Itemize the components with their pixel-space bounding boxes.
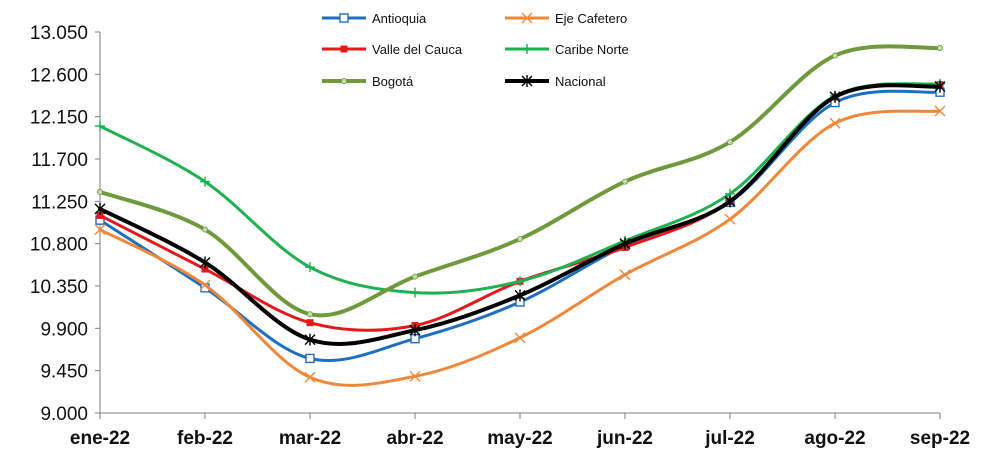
data-point [94, 202, 106, 215]
data-point [937, 44, 944, 51]
data-point [411, 273, 418, 280]
data-point [305, 353, 315, 364]
data-point [724, 195, 736, 208]
x-tick-label: jul-22 [704, 428, 755, 449]
data-point [200, 176, 210, 187]
x-axis: ene-22 feb-22 mar-22 abr-22 may-22 jun-22 jul-… [70, 412, 970, 449]
data-point [622, 178, 629, 185]
data-point [724, 213, 736, 225]
y-tick-label: 10.350 [30, 277, 88, 298]
x-tick-label: mar-22 [279, 428, 341, 449]
legend-label: Caribe Norte [555, 42, 629, 57]
series-antioquia [95, 87, 945, 364]
data-point [515, 276, 525, 287]
x-tick-label: ene-22 [70, 428, 130, 449]
data-point [95, 121, 105, 132]
data-point [96, 211, 104, 219]
x-tick-label: abr-22 [386, 428, 443, 449]
series-line-antioquia [98, 89, 942, 363]
legend-label: Eje Cafetero [555, 11, 627, 26]
x-tick-label: may-22 [487, 428, 553, 449]
x-tick-label: ago-22 [804, 428, 865, 449]
data-point [934, 80, 946, 93]
series-bogota [97, 44, 944, 318]
data-point [201, 265, 209, 273]
y-tick-label: 12.600 [30, 65, 88, 86]
y-tick-label: 12.150 [30, 108, 88, 129]
data-point [199, 256, 211, 269]
legend-item-bogota: Bogotá [322, 74, 414, 89]
series-nacional [94, 80, 946, 346]
data-point [619, 237, 631, 250]
series-line-eje-cafetero [98, 109, 942, 387]
legend-label: Nacional [555, 74, 606, 89]
data-point [201, 226, 208, 233]
data-point [522, 44, 532, 54]
data-point [409, 324, 421, 337]
y-tick-label: 11.700 [31, 150, 88, 171]
legend-item-antioquia: Antioquia [322, 11, 427, 26]
legend-item-nacional: Nacional [505, 74, 606, 89]
data-point [514, 289, 526, 302]
legend-item-caribe-norte: Caribe Norte [505, 42, 629, 57]
x-tick-label: sep-22 [910, 428, 970, 449]
data-point [305, 262, 315, 273]
legend-item-valle-del-cauca: Valle del Cauca [322, 42, 463, 57]
data-point [97, 188, 104, 195]
x-tick-label: jun-22 [596, 428, 653, 449]
x-tick-label: feb-22 [177, 428, 233, 449]
data-point [934, 105, 946, 117]
legend-label: Bogotá [372, 74, 414, 89]
data-point [304, 333, 316, 346]
data-point [306, 319, 314, 327]
data-point [410, 287, 420, 298]
legend: Antioquia Eje Cafetero Valle del Cauca Cari… [322, 11, 629, 89]
data-point [340, 78, 347, 85]
series-eje-cafetero [94, 105, 946, 387]
legend-item-eje-cafetero: Eje Cafetero [505, 11, 627, 26]
data-point [339, 13, 349, 23]
data-point [619, 269, 631, 281]
data-point [517, 235, 524, 242]
legend-label: Valle del Cauca [372, 42, 463, 57]
series-line-bogota [98, 44, 942, 318]
y-tick-label: 9.000 [40, 404, 88, 425]
data-point [409, 370, 421, 382]
data-point [829, 90, 841, 103]
series-group [94, 44, 946, 387]
data-point [832, 52, 839, 59]
data-point [727, 139, 734, 146]
data-point [340, 45, 348, 53]
y-tick-label: 10.800 [30, 235, 88, 256]
data-point [521, 12, 533, 24]
data-point [514, 332, 526, 344]
y-axis: 9.000 9.450 9.900 10.350 10.800 11.250 11.700 1… [30, 23, 101, 425]
y-tick-label: 11.250 [31, 192, 88, 213]
y-tick-label: 9.900 [40, 319, 88, 340]
data-point [199, 279, 211, 291]
data-point [521, 75, 533, 87]
legend-label: Antioquia [372, 11, 427, 26]
y-tick-label: 13.050 [30, 23, 88, 44]
data-point [306, 311, 313, 318]
data-point [304, 371, 316, 383]
data-point [829, 117, 841, 129]
data-point [94, 224, 106, 236]
y-tick-label: 9.450 [40, 362, 88, 383]
